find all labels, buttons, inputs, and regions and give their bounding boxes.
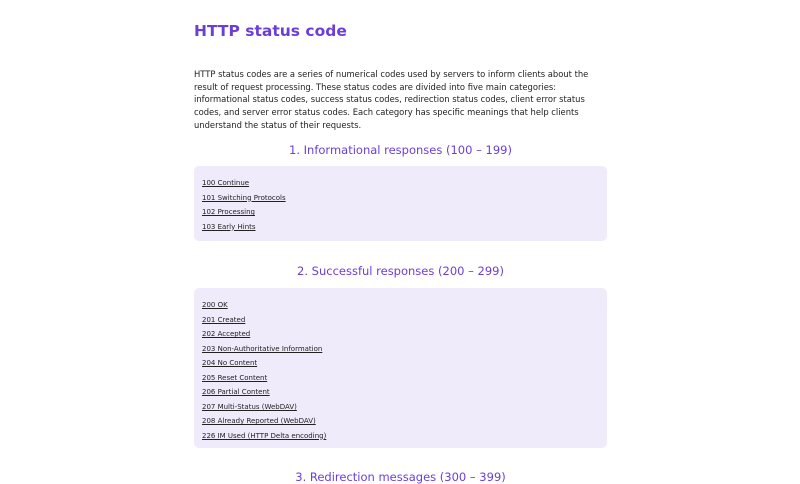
status-link[interactable]: 203 Non-Authoritative Information bbox=[202, 344, 323, 353]
list-item: 203 Non-Authoritative Information bbox=[202, 342, 607, 357]
status-link[interactable]: 200 OK bbox=[202, 301, 228, 309]
status-link[interactable]: 103 Early Hints bbox=[202, 222, 256, 231]
status-link[interactable]: 204 No Content bbox=[202, 359, 258, 367]
page-title: HTTP status code bbox=[194, 22, 347, 40]
list-item: 206 Partial Content bbox=[202, 385, 607, 400]
successful-list: 200 OK 201 Created 202 Accepted 203 Non-… bbox=[194, 288, 607, 443]
status-link[interactable]: 226 IM Used (HTTP Delta encoding) bbox=[202, 431, 327, 440]
list-item: 204 No Content bbox=[202, 356, 607, 371]
list-item: 102 Processing bbox=[202, 205, 607, 220]
status-link[interactable]: 208 Already Reported (WebDAV) bbox=[202, 417, 316, 425]
list-item: 101 Switching Protocols bbox=[202, 191, 607, 206]
list-item: 207 Multi-Status (WebDAV) bbox=[202, 400, 607, 415]
list-item: 226 IM Used (HTTP Delta encoding) bbox=[202, 429, 607, 444]
status-link[interactable]: 201 Created bbox=[202, 315, 246, 324]
successful-list-box: 200 OK 201 Created 202 Accepted 203 Non-… bbox=[194, 288, 607, 448]
status-link[interactable]: 207 Multi-Status (WebDAV) bbox=[202, 402, 297, 411]
list-item: 202 Accepted bbox=[202, 327, 607, 342]
status-link[interactable]: 202 Accepted bbox=[202, 330, 251, 338]
status-link[interactable]: 100 Continue bbox=[202, 179, 250, 187]
status-link[interactable]: 101 Switching Protocols bbox=[202, 193, 286, 202]
section-heading-successful: 2. Successful responses (200 – 299) bbox=[297, 264, 504, 278]
list-item: 200 OK bbox=[202, 298, 607, 313]
status-link[interactable]: 206 Partial Content bbox=[202, 388, 270, 396]
list-item: 205 Reset Content bbox=[202, 371, 607, 386]
list-item: 201 Created bbox=[202, 313, 607, 328]
list-item: 103 Early Hints bbox=[202, 220, 607, 235]
section-heading-informational: 1. Informational responses (100 – 199) bbox=[289, 143, 512, 157]
section-heading-redirection: 3. Redirection messages (300 – 399) bbox=[295, 470, 506, 484]
status-link[interactable]: 205 Reset Content bbox=[202, 373, 268, 382]
informational-list: 100 Continue 101 Switching Protocols 102… bbox=[194, 166, 607, 234]
list-item: 208 Already Reported (WebDAV) bbox=[202, 414, 607, 429]
informational-list-box: 100 Continue 101 Switching Protocols 102… bbox=[194, 166, 607, 241]
status-link[interactable]: 102 Processing bbox=[202, 208, 255, 216]
list-item: 100 Continue bbox=[202, 176, 607, 191]
intro-paragraph: HTTP status codes are a series of numeri… bbox=[194, 69, 589, 130]
